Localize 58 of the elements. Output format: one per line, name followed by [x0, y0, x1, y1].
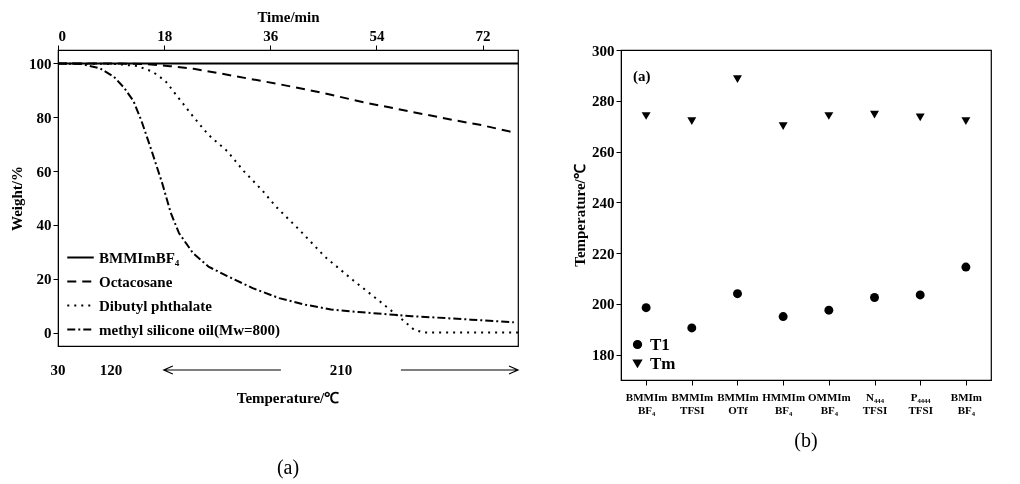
y-axis-title: Weight/%	[9, 165, 25, 232]
y-tick-label: 260	[592, 144, 615, 161]
x-tick-label: 0	[58, 27, 66, 44]
point	[961, 117, 971, 125]
x-tick-label: 54	[369, 27, 385, 44]
y-axis-title: Temperature/℃	[572, 164, 588, 267]
point	[824, 112, 834, 120]
legend-label: methyl silicone oil(Mw=800)	[99, 321, 281, 339]
annotation: (a)	[633, 68, 651, 85]
x-tick-label: 36	[263, 27, 279, 44]
y-tick-label: 80	[36, 109, 52, 126]
y-tick-label: 20	[36, 271, 52, 288]
x-tick-label: P₄₄₄₄ TFSI	[908, 390, 933, 416]
y-tick-label: 100	[29, 55, 52, 72]
x-tick-label: HMMIm BF₄	[762, 390, 806, 416]
y-tick-label: 60	[36, 163, 52, 180]
y-tick-label: 180	[592, 347, 615, 364]
point	[687, 117, 697, 125]
x-tick-label: OMMIm BF₄	[807, 390, 851, 416]
y-tick-label: 40	[36, 217, 52, 234]
legend-label: Dibutyl phthalate	[99, 297, 213, 314]
point	[870, 293, 879, 302]
point	[870, 110, 879, 119]
x-tick-label: BMIm BF₄	[950, 390, 982, 416]
point	[778, 122, 788, 131]
point	[733, 289, 742, 299]
x-tick-label: BMMIm TFSI	[671, 390, 714, 416]
y-tick-label: 240	[592, 194, 615, 211]
point	[961, 262, 971, 272]
point	[915, 290, 925, 300]
point	[733, 75, 742, 84]
y-tick-label: 280	[592, 93, 615, 110]
text: Temperature/℃	[236, 390, 340, 406]
x-tick-label: BMMIm BF₄	[625, 390, 668, 416]
legend-label: T1	[650, 334, 670, 354]
x-tick-label: 18	[157, 27, 173, 44]
point	[641, 112, 651, 120]
x-tick-label: BMMIm OTf	[717, 390, 759, 416]
x-axis-title: Time/min	[257, 8, 321, 25]
x-tick-label: N₄₄₄ TFSI	[862, 390, 888, 416]
legend-label: Tm	[650, 353, 676, 373]
point	[778, 312, 788, 321]
point	[687, 323, 697, 333]
y-tick-label: 300	[592, 42, 615, 59]
legend-label: Octacosane	[99, 273, 173, 290]
point	[915, 113, 925, 122]
point	[824, 305, 834, 315]
y-tick-label: 0	[44, 325, 52, 342]
text: (b)	[794, 429, 818, 452]
y-tick-label: 220	[592, 245, 615, 262]
point	[641, 303, 651, 313]
text: 210	[329, 362, 353, 378]
text: 120	[99, 362, 123, 378]
legend-label: BMMImBF₄	[99, 249, 180, 266]
x-tick-label: 72	[475, 27, 491, 44]
text: (a)	[276, 456, 300, 479]
text: 30	[50, 362, 66, 378]
y-tick-label: 200	[592, 296, 615, 313]
